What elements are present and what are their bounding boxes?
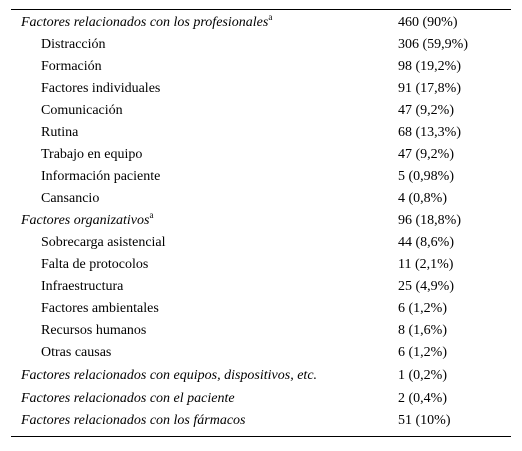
row-value: 2 (0,4%) (398, 391, 447, 406)
row-value: 306 (59,9%) (398, 37, 468, 52)
row-value: 96 (18,8%) (398, 213, 461, 228)
table-row: Factores organizativosa 96 (18,8%) (11, 210, 511, 232)
row-label: Formación (41, 59, 102, 74)
row-label: Información paciente (41, 169, 161, 184)
row-label: Factores relacionados con el paciente (21, 391, 235, 406)
table-row: Factores relacionados con el paciente 2 … (11, 388, 511, 410)
row-label: Factores individuales (41, 81, 161, 96)
row-label: Factores organizativosa (21, 210, 154, 229)
table-row: Factores relacionados con los fármacos 5… (11, 410, 511, 432)
row-value: 44 (8,6%) (398, 235, 454, 250)
table-row: Infraestructura 25 (4,9%) (11, 276, 511, 298)
row-value: 6 (1,2%) (398, 345, 447, 360)
row-value: 5 (0,98%) (398, 169, 454, 184)
row-value: 460 (90%) (398, 15, 458, 30)
table-row: Comunicación 47 (9,2%) (11, 100, 511, 122)
row-value: 6 (1,2%) (398, 301, 447, 316)
row-value: 98 (19,2%) (398, 59, 461, 74)
row-value: 11 (2,1%) (398, 257, 454, 272)
table-row: Sobrecarga asistencial 44 (8,6%) (11, 232, 511, 254)
row-label: Factores relacionados con equipos, dispo… (21, 368, 318, 383)
table-row: Factores individuales 91 (17,8%) (11, 78, 511, 100)
table-row: Formación 98 (19,2%) (11, 56, 511, 78)
footnote-marker: a (268, 12, 273, 22)
row-label: Factores ambientales (41, 301, 159, 316)
table-row: Factores relacionados con los profesiona… (11, 12, 511, 34)
row-label: Sobrecarga asistencial (41, 235, 166, 250)
row-label: Trabajo en equipo (41, 147, 143, 162)
factors-table: Factores relacionados con los profesiona… (11, 9, 511, 437)
row-label: Cansancio (41, 191, 100, 206)
table-row: Distracción 306 (59,9%) (11, 34, 511, 56)
row-label: Factores relacionados con los profesiona… (21, 12, 273, 31)
table-row: Factores ambientales 6 (1,2%) (11, 298, 511, 320)
row-value: 68 (13,3%) (398, 125, 461, 140)
row-value: 47 (9,2%) (398, 103, 454, 118)
table-row: Rutina 68 (13,3%) (11, 122, 511, 144)
table-row: Factores relacionados con equipos, dispo… (11, 364, 511, 388)
row-value: 91 (17,8%) (398, 81, 461, 96)
row-label: Distracción (41, 37, 106, 52)
row-value: 25 (4,9%) (398, 279, 454, 294)
row-value: 1 (0,2%) (398, 368, 447, 383)
row-label: Recursos humanos (41, 323, 147, 338)
footnote-marker: a (149, 210, 154, 220)
row-label: Otras causas (41, 345, 112, 360)
table-row: Información paciente 5 (0,98%) (11, 166, 511, 188)
row-value: 4 (0,8%) (398, 191, 447, 206)
row-label: Factores relacionados con los fármacos (21, 413, 246, 428)
table-row: Falta de protocolos 11 (2,1%) (11, 254, 511, 276)
row-value: 51 (10%) (398, 413, 451, 428)
row-value: 47 (9,2%) (398, 147, 454, 162)
row-label: Comunicación (41, 103, 123, 118)
row-label: Falta de protocolos (41, 257, 149, 272)
table-row: Recursos humanos 8 (1,6%) (11, 320, 511, 342)
table-row: Trabajo en equipo 47 (9,2%) (11, 144, 511, 166)
row-label: Rutina (41, 125, 79, 140)
row-label: Infraestructura (41, 279, 124, 294)
row-value: 8 (1,6%) (398, 323, 447, 338)
table-row: Cansancio 4 (0,8%) (11, 188, 511, 210)
table-row: Otras causas 6 (1,2%) (11, 342, 511, 364)
